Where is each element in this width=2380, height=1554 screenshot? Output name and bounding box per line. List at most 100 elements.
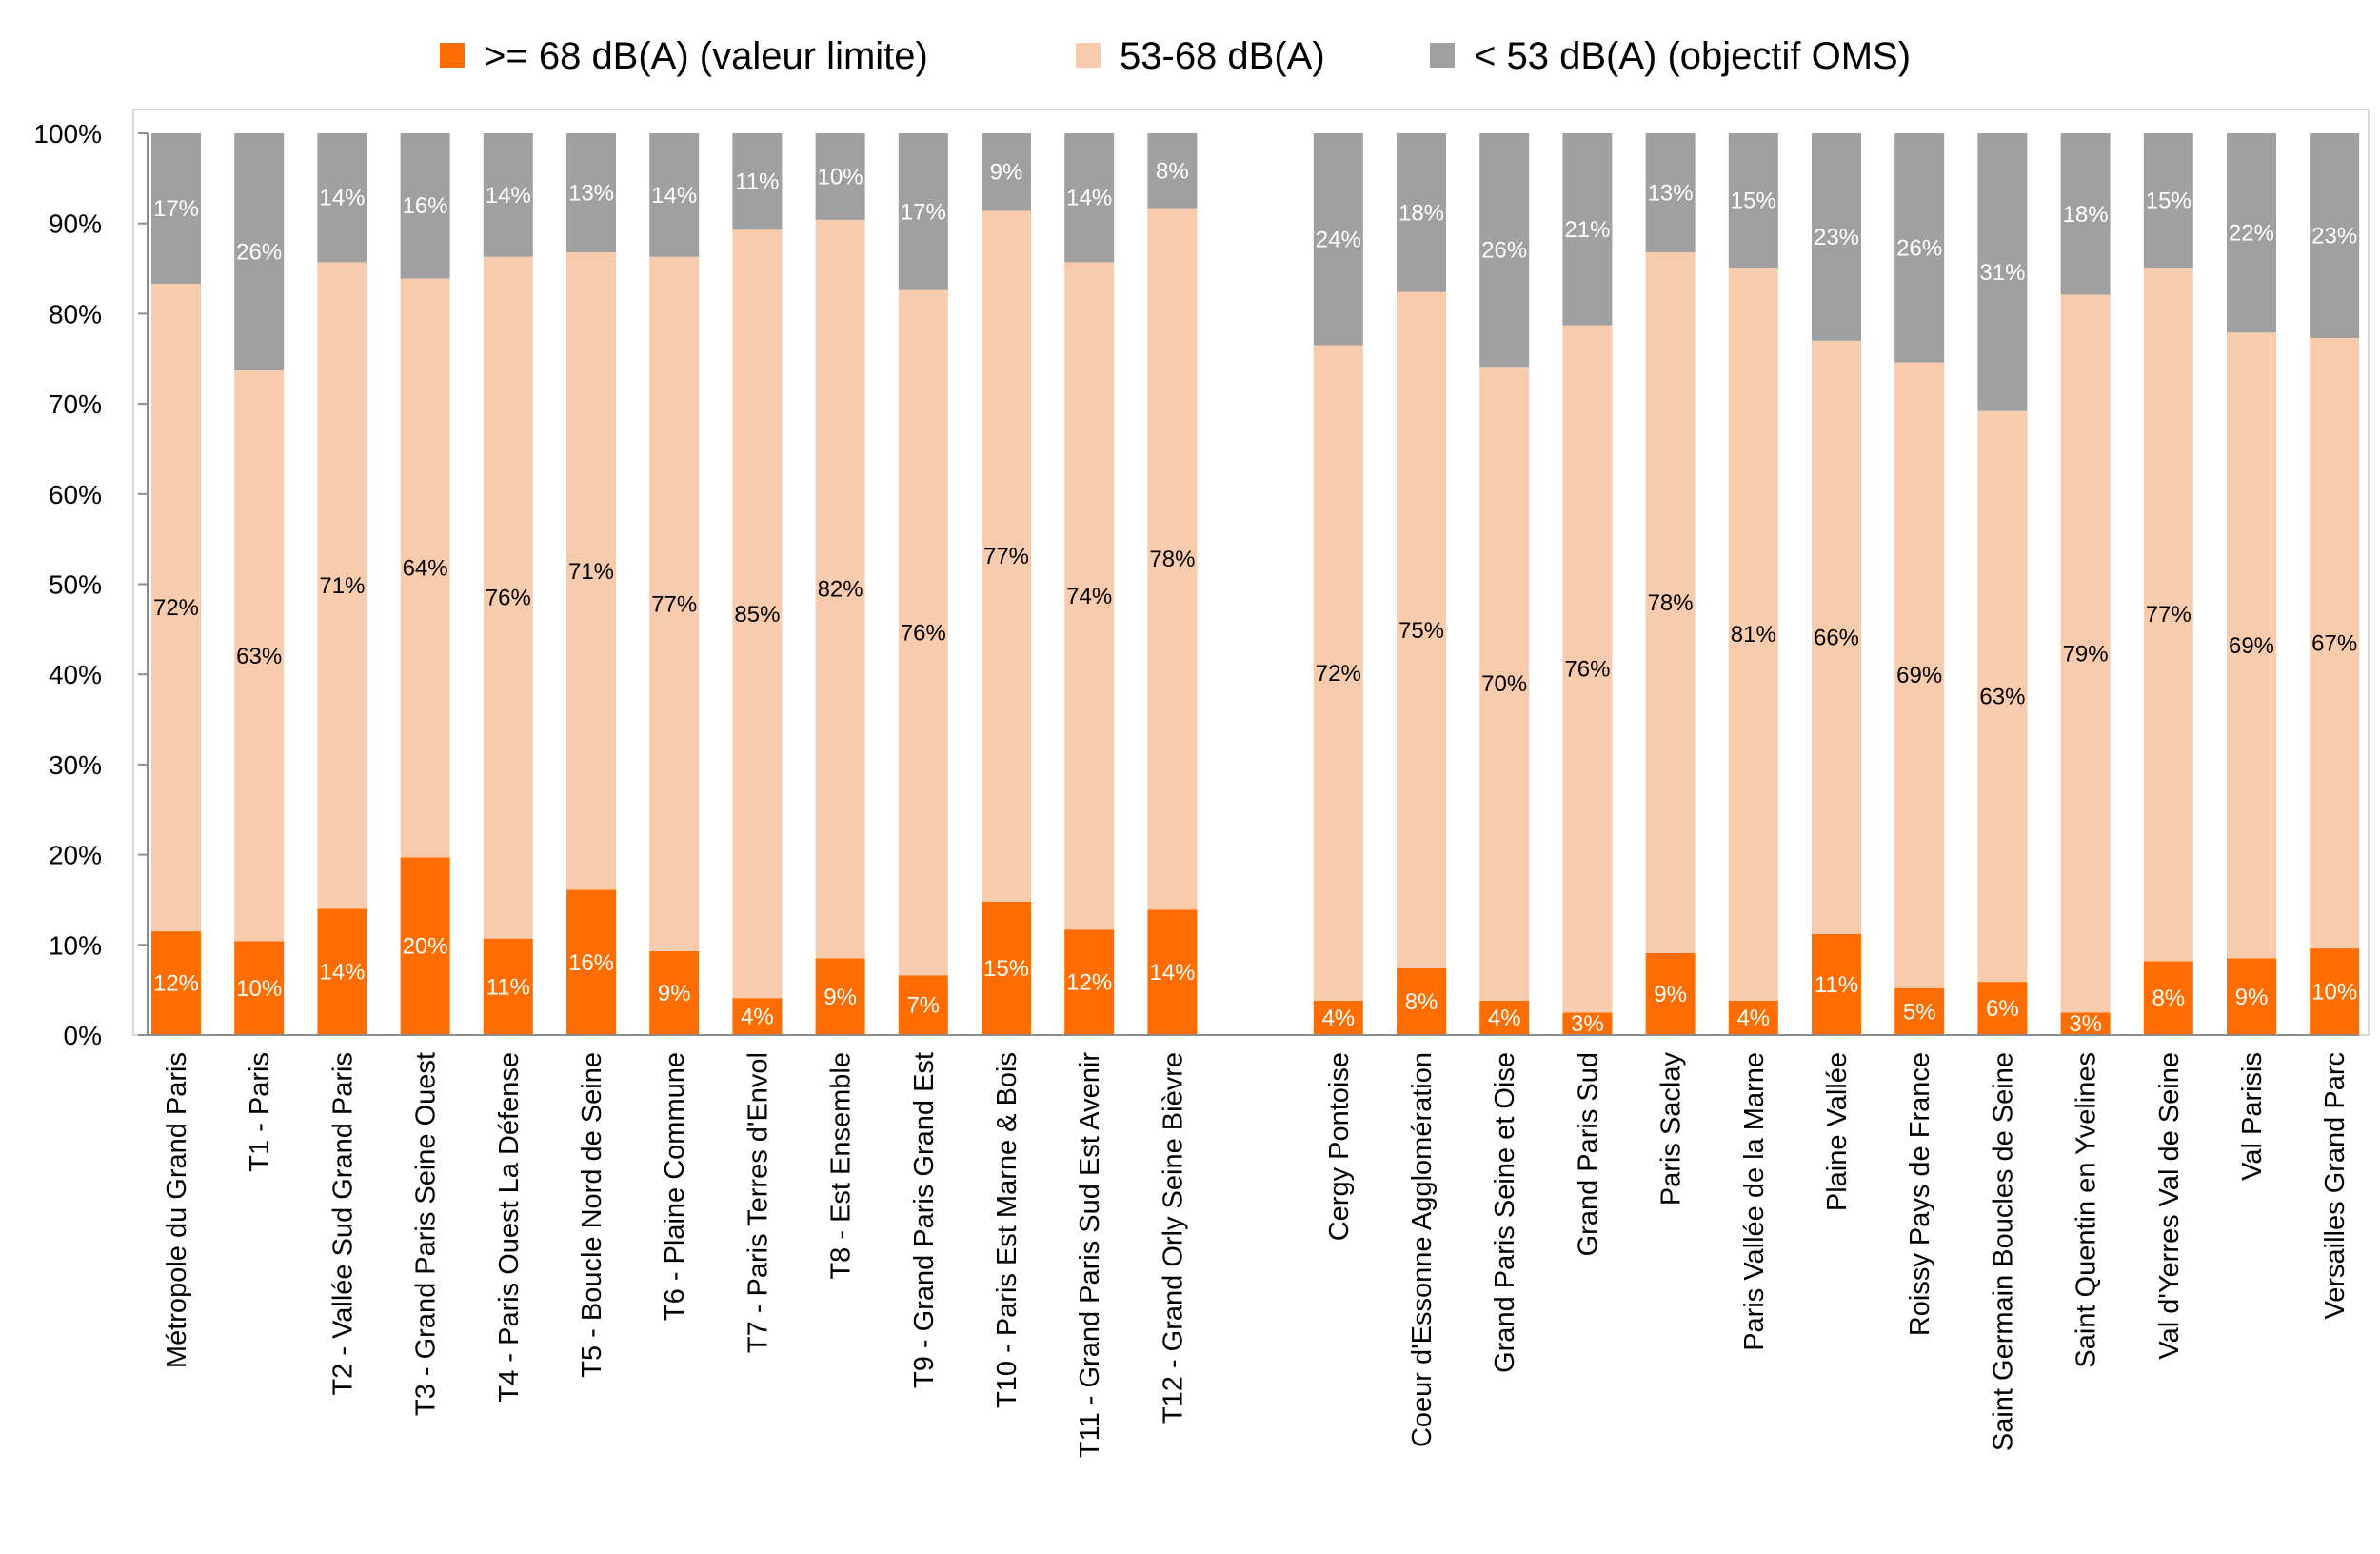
data-label: 63%	[236, 644, 282, 669]
data-label: 14%	[651, 183, 697, 209]
bar-segment-s1	[982, 210, 1031, 902]
data-label: 71%	[568, 559, 614, 585]
y-tick-label: 0%	[64, 1021, 102, 1050]
data-label: 75%	[1398, 618, 1444, 644]
x-tick-label: Métropole du Grand Paris	[162, 1052, 192, 1368]
x-tick-label: T5 - Boucle Nord de Seine	[577, 1052, 607, 1378]
data-label: 77%	[2146, 602, 2192, 628]
data-label: 77%	[651, 591, 697, 617]
data-label: 5%	[1903, 999, 1936, 1025]
data-label: 71%	[319, 573, 365, 599]
bar-segment-s0	[1812, 933, 1861, 1035]
data-label: 14%	[319, 960, 365, 986]
bar-segment-s0	[2060, 1012, 2111, 1035]
x-tick-label: T10 - Paris Est Marne & Bois	[992, 1052, 1022, 1408]
x-axis: Métropole du Grand Paris T1 - Paris T2 - V…	[148, 1034, 2359, 1458]
data-label: 26%	[1481, 238, 1527, 264]
bar-segment-s0	[2310, 948, 2360, 1035]
bar-segment-s2	[649, 133, 700, 257]
bar-segment-s2	[400, 133, 450, 279]
x-tick-label: Val d'Yerres Val de Seine	[2154, 1052, 2185, 1360]
x-tick-label: Versailles Grand Parc	[2320, 1052, 2350, 1319]
data-label: 3%	[2069, 1011, 2102, 1037]
bar-segment-s1	[898, 289, 948, 976]
data-label: 20%	[403, 934, 448, 960]
data-label: 67%	[2311, 631, 2357, 657]
bar-segment-s0	[566, 889, 616, 1035]
bar-segment-s1	[2060, 294, 2111, 1013]
bar-segment-s1	[400, 278, 450, 858]
bar-segment-s0	[317, 908, 367, 1035]
bar-segment-s2	[483, 133, 533, 257]
x-tick-label: Coeur d'Essonne Agglomération	[1407, 1052, 1438, 1447]
bar-segment-s1	[1645, 252, 1696, 953]
y-axis: 0% 10% 20% 30% 40% 50% 60% 70% 80% 90% 100%	[33, 119, 149, 1050]
bar-segment-s1	[151, 284, 201, 932]
data-label: 4%	[1736, 1006, 1770, 1031]
bar-segment-s1	[566, 252, 616, 890]
x-tick-label: T4 - Paris Ouest La Défense	[494, 1052, 525, 1403]
bar-segment-s1	[1977, 410, 2028, 983]
data-label: 14%	[1066, 186, 1112, 211]
x-tick-label: T2 - Vallée Sud Grand Paris	[327, 1052, 358, 1396]
data-label: 11%	[486, 974, 530, 1000]
data-label: 8%	[2152, 986, 2185, 1011]
legend-swatch	[1076, 43, 1101, 68]
data-label: 9%	[990, 160, 1023, 186]
data-label: 23%	[2311, 223, 2357, 249]
bar-segment-s1	[483, 256, 533, 939]
data-label: 3%	[1571, 1011, 1604, 1037]
legend-label: 53-68 dB(A)	[1120, 35, 1325, 77]
bar-segment-s0	[2227, 958, 2276, 1035]
x-tick-label: T1 - Paris	[245, 1052, 275, 1172]
data-label: 15%	[1731, 189, 1776, 214]
y-tick-label: 20%	[49, 841, 102, 870]
x-tick-label: T11 - Grand Paris Sud Est Avenir	[1075, 1052, 1105, 1458]
bar-segment-s1	[815, 219, 865, 959]
bar-segment-s1	[1562, 325, 1613, 1013]
data-label: 4%	[741, 1005, 774, 1030]
x-tick-label: Roissy Pays de France	[1905, 1052, 1935, 1336]
data-label: 10%	[2311, 980, 2357, 1006]
data-label: 64%	[403, 555, 448, 581]
y-tick-label: 10%	[49, 930, 102, 960]
bar-segment-s2	[1479, 133, 1530, 368]
data-label: 78%	[1149, 547, 1195, 572]
bar-segment-s2	[1313, 133, 1363, 346]
bar-segment-s0	[649, 950, 700, 1035]
x-tick-label: Paris Vallée de la Marne	[1739, 1052, 1770, 1351]
y-tick-label: 60%	[49, 480, 102, 509]
data-label: 9%	[1654, 982, 1687, 1007]
x-tick-label: Paris Saclay	[1656, 1052, 1687, 1206]
data-label: 13%	[568, 181, 614, 207]
bar-segment-s2	[815, 133, 865, 220]
data-label: 17%	[901, 199, 946, 225]
data-label: 14%	[486, 183, 531, 209]
data-label: 74%	[1066, 584, 1112, 609]
bar-segment-s0	[1313, 1001, 1363, 1035]
x-tick-label: T3 - Grand Paris Seine Ouest	[411, 1052, 442, 1416]
bar-segment-s0	[982, 901, 1031, 1035]
data-label: 9%	[2235, 985, 2269, 1010]
data-label: 85%	[734, 602, 780, 628]
bar-segment-s2	[1645, 133, 1696, 253]
bar-segment-s1	[732, 229, 783, 999]
data-label: 15%	[983, 956, 1029, 982]
data-label: 22%	[2229, 221, 2274, 247]
data-label: 66%	[1814, 625, 1859, 650]
y-tick-label: 40%	[49, 660, 102, 689]
plot-border	[132, 109, 2370, 1036]
bar-segment-s1	[649, 256, 700, 951]
bar-segment-s2	[1977, 133, 2028, 411]
bar-segment-s1	[1728, 268, 1778, 1002]
data-label: 10%	[818, 164, 863, 189]
data-label: 12%	[153, 971, 199, 997]
data-label: 14%	[319, 186, 365, 211]
data-label: 9%	[658, 981, 691, 1006]
data-label: 82%	[818, 577, 863, 603]
data-label: 76%	[1564, 657, 1610, 683]
bar-segment-s2	[982, 133, 1031, 211]
data-label: 17%	[153, 196, 199, 222]
x-tick-label: Grand Paris Sud	[1573, 1052, 1603, 1256]
